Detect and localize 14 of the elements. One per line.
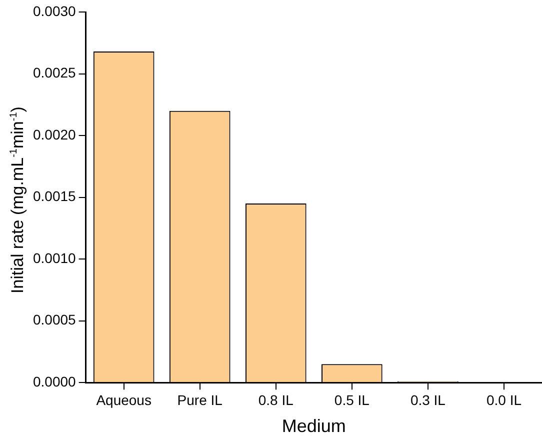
x-tick-label: 0.3 IL	[410, 392, 446, 408]
x-tick-label: Pure IL	[177, 392, 223, 408]
y-tick-label: 0.0005	[32, 312, 76, 328]
y-tick-label: 0.0020	[32, 126, 76, 142]
y-tick-label: 0.0025	[32, 64, 76, 81]
x-tick-label: 0.0 IL	[486, 392, 522, 408]
x-tick-label: 0.8 IL	[258, 392, 294, 408]
y-tick-label: 0.0015	[32, 188, 76, 204]
x-axis-title: Medium	[282, 416, 346, 436]
x-tick-label: 0.5 IL	[334, 392, 370, 408]
x-tick-label: Aqueous	[96, 392, 152, 408]
y-tick-label: 0.0010	[32, 250, 76, 266]
y-tick-label: 0.0000	[32, 373, 76, 390]
y-tick-label: 0.0030	[32, 2, 76, 19]
